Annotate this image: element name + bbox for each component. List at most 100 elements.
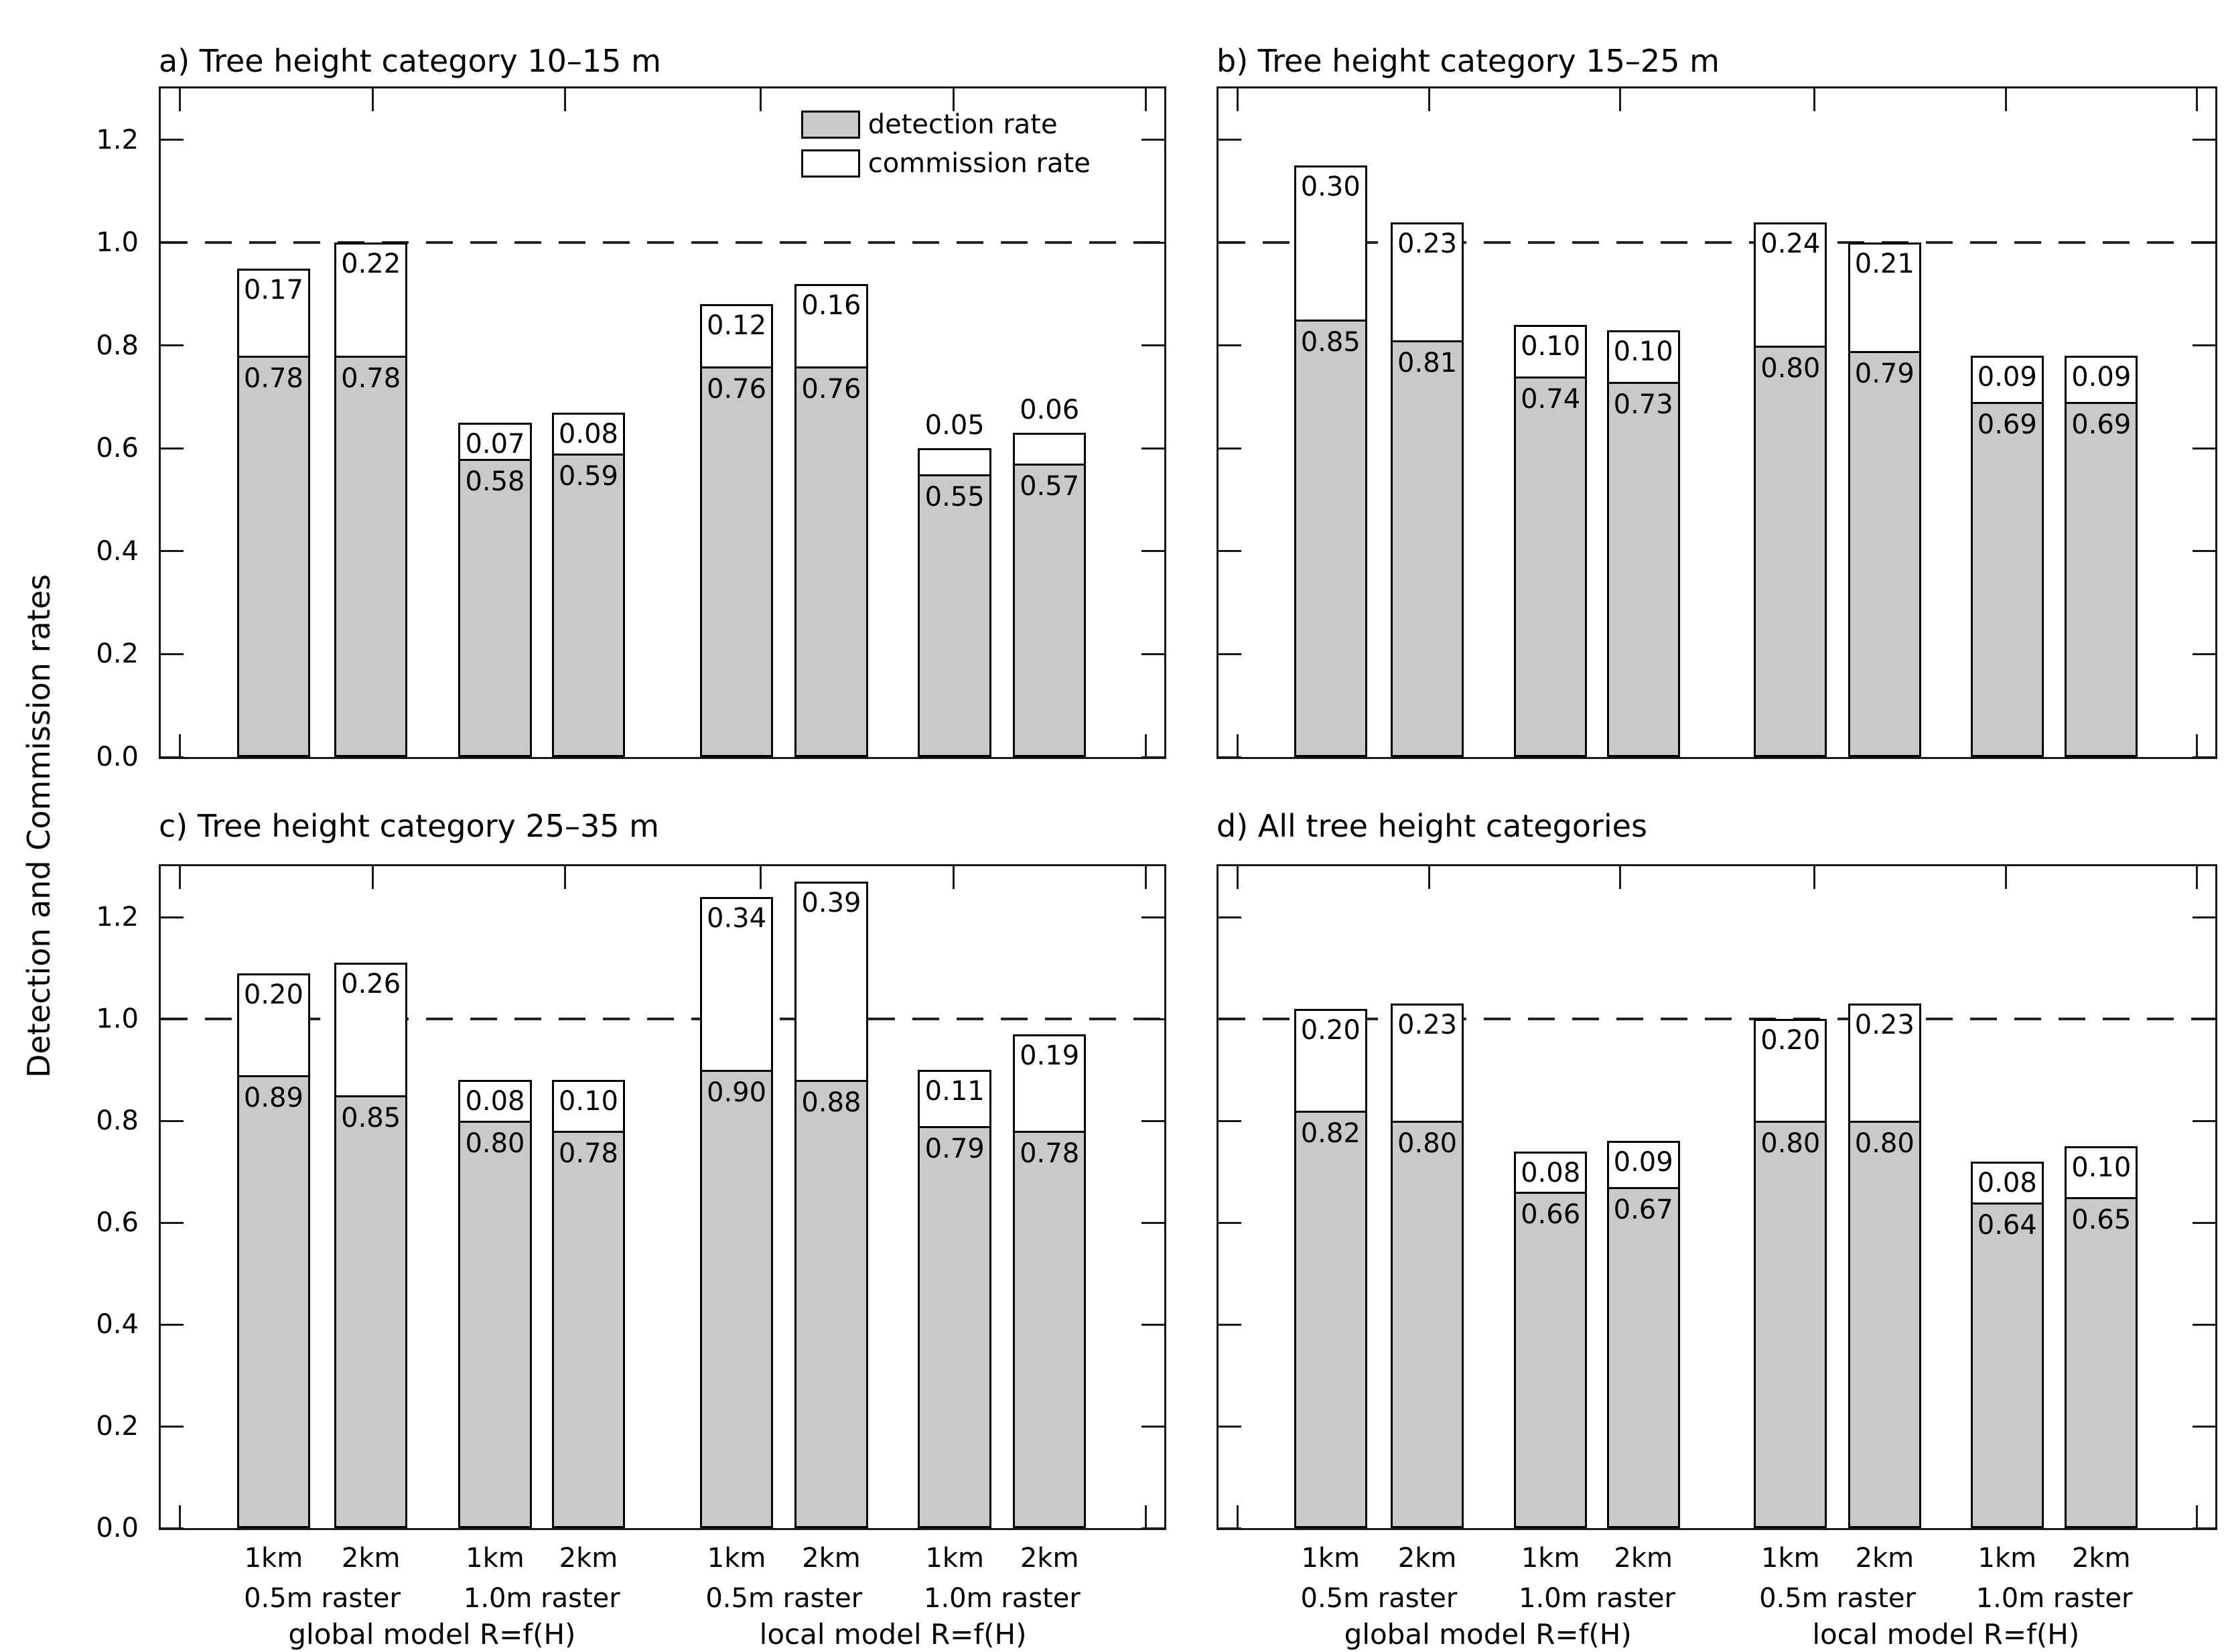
y-tick xyxy=(2193,1119,2215,1122)
x-tick-label: 1km xyxy=(1301,1543,1361,1574)
y-tick xyxy=(1141,447,1164,450)
value-label-commission: 0.10 xyxy=(1521,331,1581,362)
value-label-commission: 0.07 xyxy=(465,429,525,460)
bar-detection-segment xyxy=(699,366,774,757)
bar-commission-segment xyxy=(334,963,408,1097)
panel-c-title: c) Tree height category 25–35 m xyxy=(159,808,659,844)
y-tick-label: 1.0 xyxy=(96,227,139,259)
bar-commission-segment xyxy=(458,423,532,461)
model-group-label: global model R=f(H) xyxy=(1344,1618,1632,1651)
y-tick xyxy=(1219,241,1241,244)
legend-commission-swatch-icon xyxy=(801,149,860,178)
y-tick xyxy=(161,550,184,553)
x-tick-label: 2km xyxy=(559,1543,618,1574)
x-tick xyxy=(759,88,762,111)
y-tick xyxy=(161,344,184,347)
y-tick xyxy=(2193,1425,2215,1428)
panel-d-plot: 0.82 0.20 0.80 0.23 0.66 0.08 0.67 0.09 0.80 0.20… xyxy=(1217,864,2217,1530)
bar-commission-segment xyxy=(236,268,311,358)
y-tick xyxy=(2193,139,2215,141)
x-tick-label: 1km xyxy=(466,1543,525,1574)
x-tick xyxy=(2195,1505,2198,1528)
y-tick xyxy=(1141,916,1164,918)
bar-detection-segment xyxy=(551,454,626,757)
x-tick xyxy=(1144,1505,1147,1528)
value-label-detection: 0.55 xyxy=(924,481,985,512)
legend-detection-label: detection rate xyxy=(867,109,1058,140)
value-label-commission: 0.16 xyxy=(801,289,861,321)
value-label-commission: 0.21 xyxy=(1854,249,1915,280)
value-label-detection: 0.85 xyxy=(341,1103,401,1133)
y-tick-label: 0.4 xyxy=(96,1309,139,1340)
x-tick xyxy=(1237,88,1239,111)
x-tick-label: 1km xyxy=(244,1543,303,1574)
x-tick xyxy=(372,866,374,889)
x-tick-label: 2km xyxy=(1855,1543,1915,1574)
bar-commission-segment xyxy=(551,1080,626,1133)
bar-detection-segment xyxy=(918,474,991,757)
value-label-detection: 0.78 xyxy=(1020,1138,1080,1170)
y-tick-label: 1.2 xyxy=(96,124,139,155)
value-label-detection: 0.76 xyxy=(801,373,861,405)
y-tick xyxy=(1141,756,1164,758)
value-label-commission: 0.10 xyxy=(558,1086,618,1117)
value-label-commission: 0.24 xyxy=(1760,228,1821,259)
bar-detection-segment xyxy=(1294,1110,1367,1528)
y-tick-label: 1.2 xyxy=(96,902,139,933)
raster-group-label: 1.0m raster xyxy=(463,1583,620,1614)
value-label-detection: 0.80 xyxy=(1854,1128,1915,1159)
bar-commission-segment xyxy=(699,896,774,1072)
reference-line-1 xyxy=(161,241,1164,245)
x-tick-label: 2km xyxy=(2071,1543,2131,1574)
raster-group-label: 1.0m raster xyxy=(1975,1583,2133,1614)
bar-commission-segment xyxy=(2065,1146,2138,1199)
bar-detection-segment xyxy=(1012,464,1087,757)
y-tick xyxy=(2193,1323,2215,1326)
value-label-commission: 0.10 xyxy=(1613,336,1673,367)
value-label-commission: 0.12 xyxy=(707,310,767,342)
value-label-detection: 0.89 xyxy=(243,1082,303,1113)
bar-detection-segment xyxy=(236,356,311,757)
y-tick xyxy=(1219,1425,1241,1428)
y-tick xyxy=(2193,241,2215,244)
value-label-commission: 0.05 xyxy=(924,410,985,441)
bar-commission-segment xyxy=(699,304,774,368)
raster-group-label: 1.0m raster xyxy=(1519,1583,1675,1614)
raster-group-label: 0.5m raster xyxy=(1300,1583,1458,1614)
x-tick-label: 1km xyxy=(1521,1543,1580,1574)
value-label-commission: 0.30 xyxy=(1300,171,1361,203)
bar-detection-segment xyxy=(551,1131,626,1528)
x-tick xyxy=(1144,88,1147,111)
x-tick xyxy=(1619,88,1621,111)
x-tick xyxy=(564,88,567,111)
bar-commission-segment xyxy=(794,283,868,368)
value-label-commission: 0.08 xyxy=(1521,1157,1581,1188)
y-tick xyxy=(161,1323,184,1326)
bar-detection-segment xyxy=(1970,1202,2044,1528)
y-tick-label: 0.6 xyxy=(96,433,139,464)
value-label-commission: 0.09 xyxy=(1977,362,2037,393)
value-label-detection: 0.78 xyxy=(558,1138,618,1170)
y-tick xyxy=(1219,652,1241,655)
value-label-commission: 0.22 xyxy=(341,249,401,280)
panel-a-title: a) Tree height category 10–15 m xyxy=(159,43,661,79)
y-tick xyxy=(1141,344,1164,347)
x-tick-label: 2km xyxy=(341,1543,401,1574)
bar-detection-segment xyxy=(1294,320,1367,757)
bar-detection-segment xyxy=(1391,340,1464,757)
bar-commission-segment xyxy=(1606,1141,1680,1189)
value-label-commission: 0.09 xyxy=(1613,1147,1673,1178)
y-tick xyxy=(1141,139,1164,141)
value-label-detection: 0.80 xyxy=(465,1128,525,1159)
raster-group-label: 0.5m raster xyxy=(705,1583,863,1614)
bar-commission-segment xyxy=(794,881,868,1083)
value-label-detection: 0.81 xyxy=(1397,348,1458,379)
value-label-commission: 0.23 xyxy=(1397,1010,1458,1041)
x-tick xyxy=(2004,866,2007,889)
bar-detection-segment xyxy=(794,1080,868,1528)
value-label-detection: 0.69 xyxy=(1977,409,2037,441)
value-label-commission: 0.08 xyxy=(558,418,618,450)
y-tick xyxy=(1219,550,1241,553)
y-tick xyxy=(1141,1425,1164,1428)
